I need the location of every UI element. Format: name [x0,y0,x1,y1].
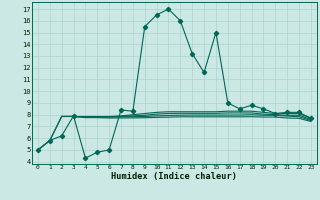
X-axis label: Humidex (Indice chaleur): Humidex (Indice chaleur) [111,172,237,181]
